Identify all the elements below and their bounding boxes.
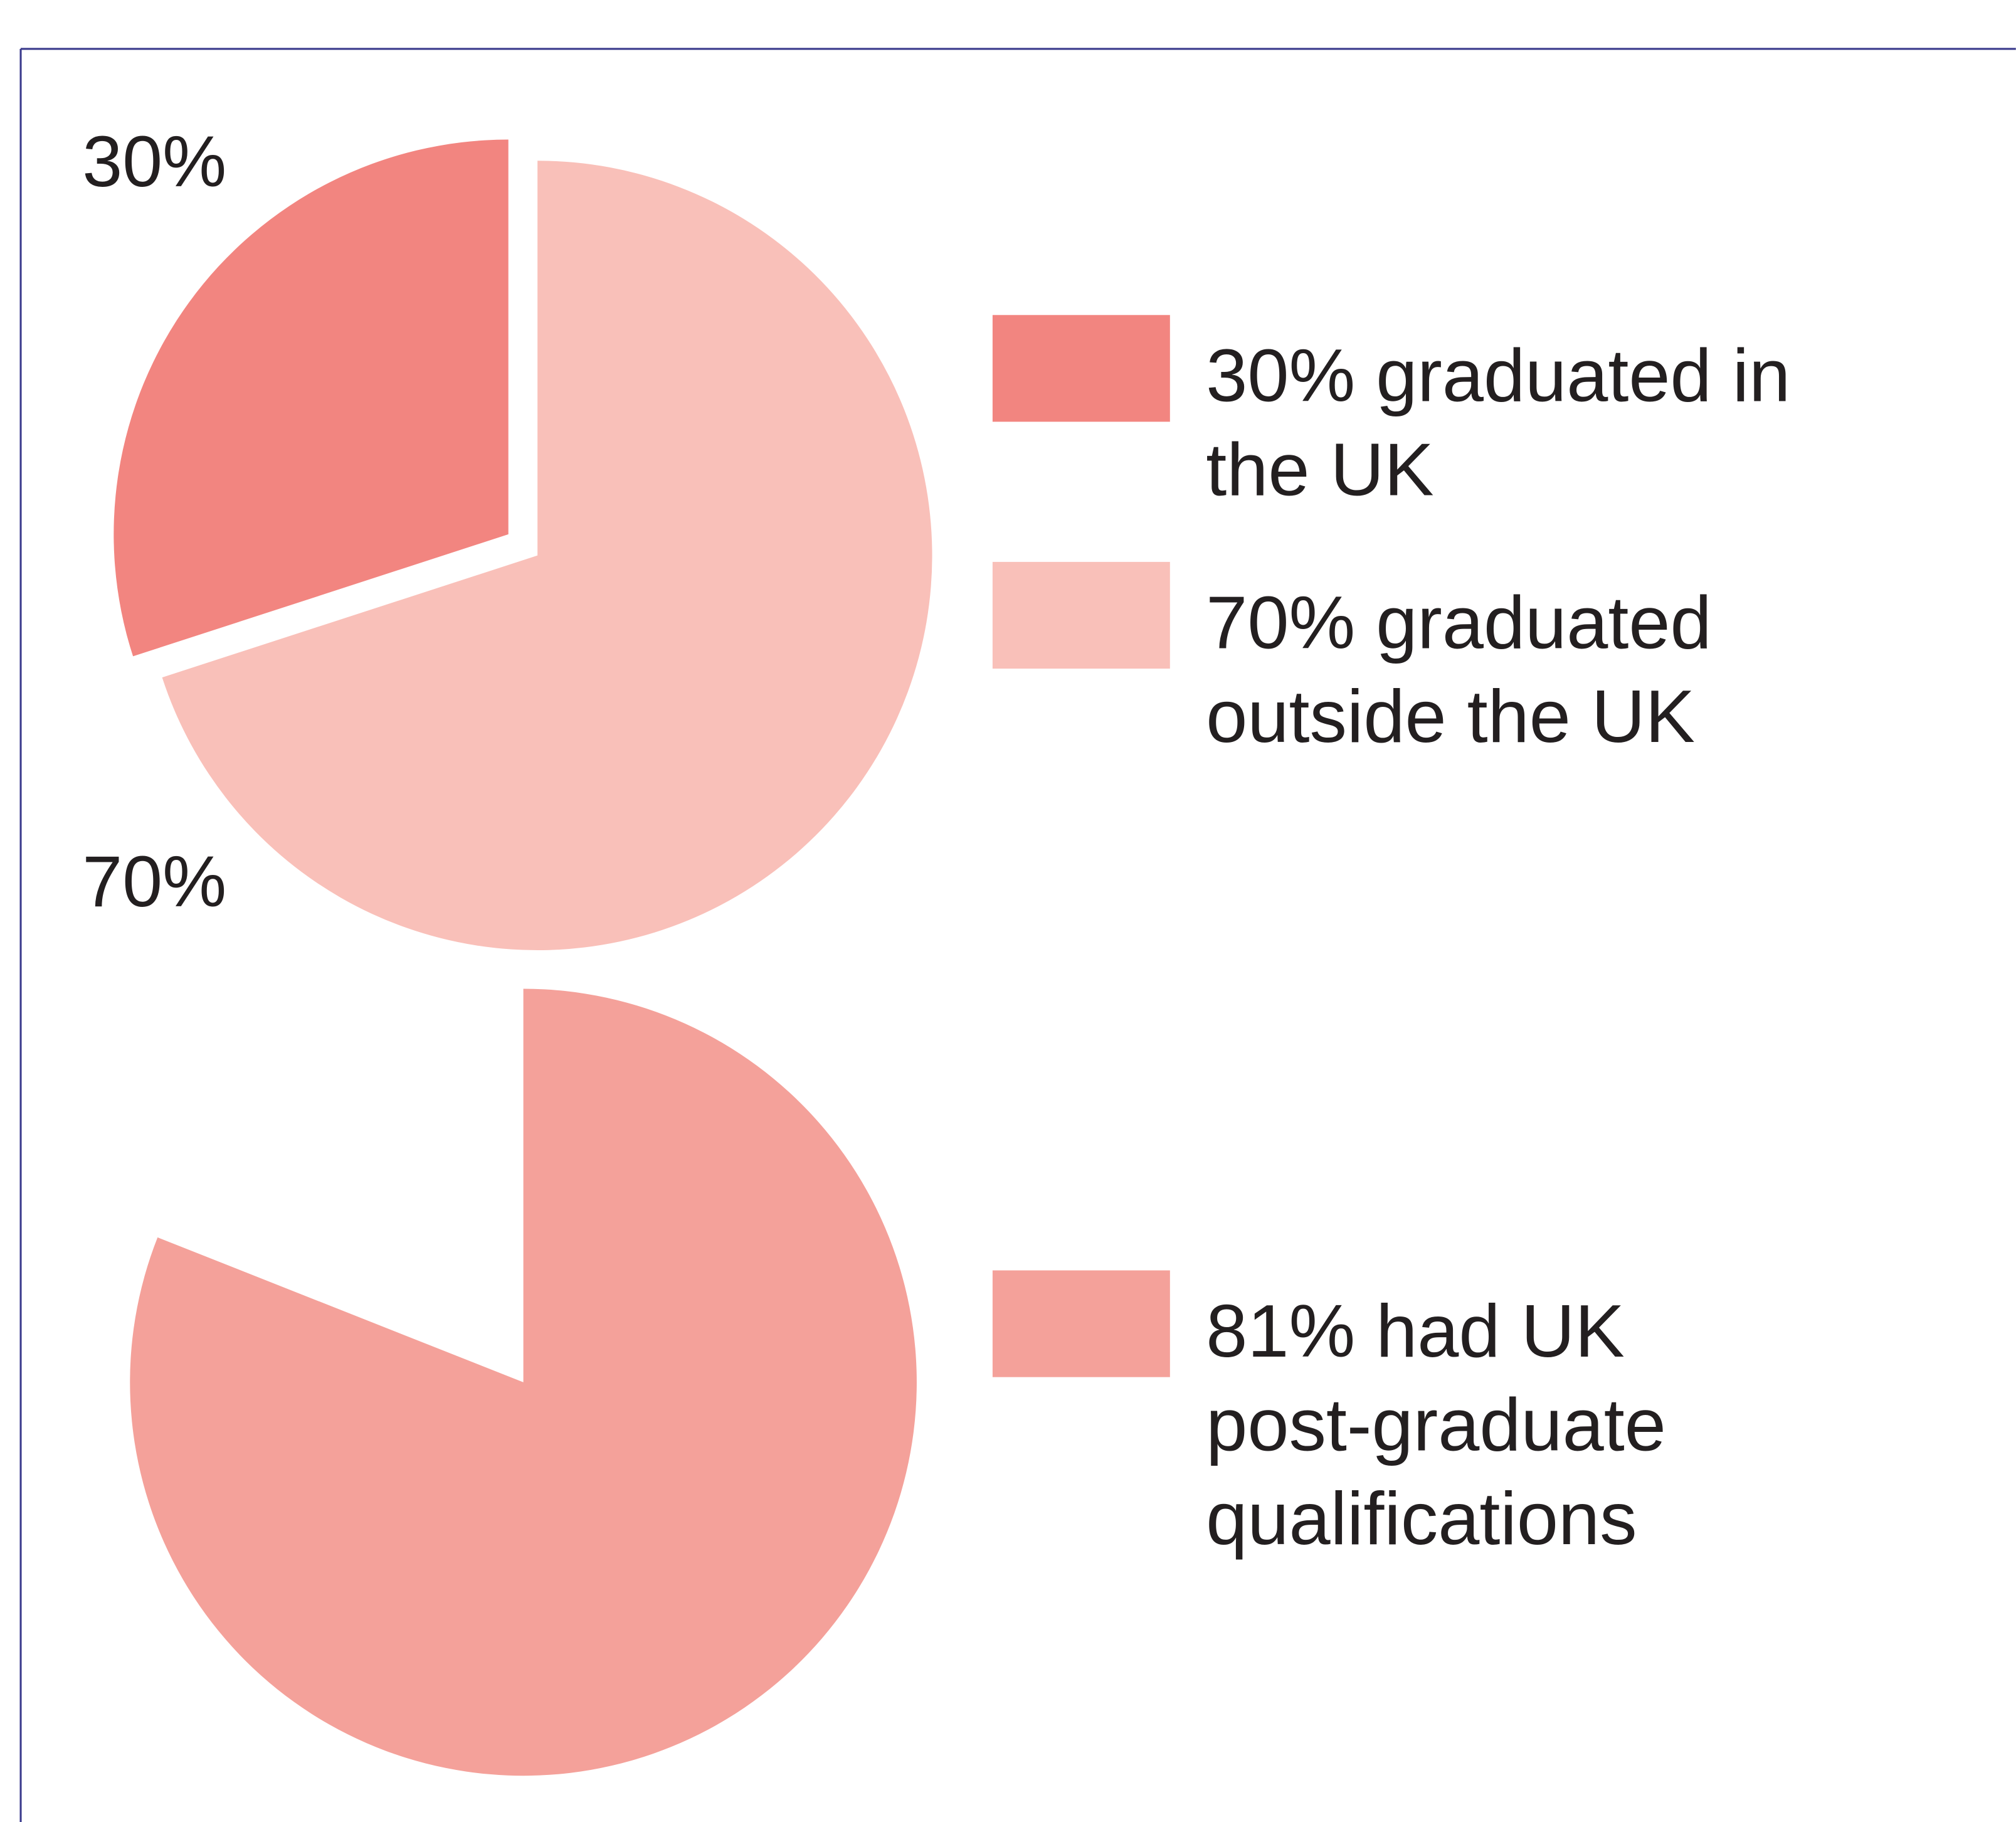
legend-label: 70% graduated outside the UK — [1206, 581, 1711, 758]
legend-line: 81% had UK — [1206, 1290, 1625, 1373]
legend-swatch — [992, 1270, 1170, 1377]
legend-label: 81% had UK post-graduate qualifications — [1206, 1290, 1666, 1560]
legend-label: 30% graduated in the UK — [1206, 334, 1790, 512]
legend-line: post-graduate — [1206, 1384, 1666, 1467]
legend-swatch — [992, 315, 1170, 422]
legend-line: 30% graduated in — [1206, 334, 1790, 418]
legend-line: the UK — [1206, 428, 1433, 511]
pie-slice — [130, 988, 917, 1776]
value-label: 30% — [82, 122, 226, 202]
legend-line: outside the UK — [1206, 675, 1695, 758]
legend-line: 70% graduated — [1206, 581, 1711, 664]
legend-swatch — [992, 561, 1170, 669]
pie-slice — [162, 161, 932, 951]
legend-line: qualifications — [1206, 1477, 1637, 1560]
pie-slice — [113, 139, 509, 657]
value-label: 70% — [82, 842, 226, 922]
